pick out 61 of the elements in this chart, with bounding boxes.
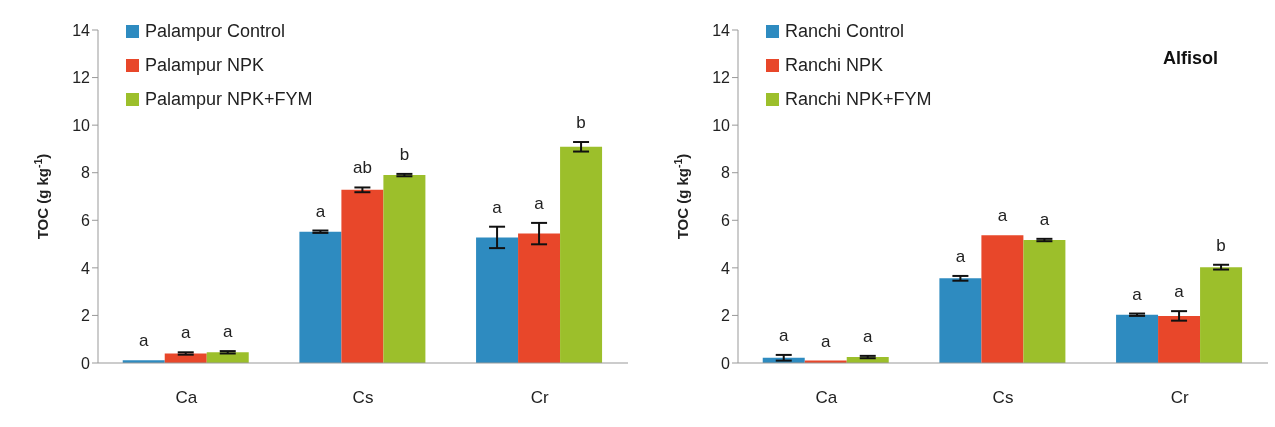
data-label: b (576, 113, 586, 133)
data-label: a (534, 193, 545, 213)
y-tick-label: 10 (72, 116, 91, 134)
data-label: a (863, 326, 873, 346)
bar (560, 146, 603, 363)
y-tick-label: 2 (81, 307, 91, 325)
data-label: a (821, 331, 831, 351)
bar (383, 175, 426, 363)
y-tick-label: 6 (81, 211, 91, 229)
bar (341, 189, 384, 363)
bar (518, 233, 561, 363)
x-tick-label: Cr (1170, 388, 1189, 408)
y-tick-label: 4 (81, 259, 91, 277)
data-label: a (779, 325, 789, 345)
bar (1158, 315, 1201, 363)
y-tick-label: 6 (721, 211, 731, 229)
data-label: a (1174, 282, 1185, 302)
bar (1116, 314, 1159, 363)
y-tick-label: 14 (712, 21, 731, 39)
text: Alfisol (1162, 48, 1218, 69)
x-tick-label: Ca (815, 388, 838, 408)
bar (1200, 267, 1243, 363)
y-tick-label: 8 (81, 164, 91, 182)
bar (1023, 240, 1066, 363)
data-label: a (181, 323, 191, 343)
data-label: b (399, 144, 410, 164)
x-tick-label: Cs (352, 388, 374, 408)
x-tick-label: Ca (175, 388, 198, 408)
legend-label: Ranchi NPK+FYM (785, 88, 932, 111)
data-label: a (955, 246, 966, 266)
y-tick-label: 12 (712, 69, 731, 87)
data-label: a (139, 331, 149, 351)
bar (164, 353, 207, 363)
legend-label: Palampur Control (145, 20, 286, 43)
y-tick-label: 8 (721, 164, 731, 182)
y-tick-label: 14 (72, 21, 91, 39)
y-tick-label: 12 (72, 69, 91, 87)
data-label: b (1216, 235, 1226, 255)
data-label: a (315, 201, 326, 221)
y-tick-label: 4 (721, 259, 731, 277)
bar (206, 352, 249, 363)
x-tick-label: Cr (530, 388, 549, 408)
bar (981, 235, 1024, 363)
data-label: a (1039, 209, 1050, 229)
data-label: ab (352, 158, 372, 178)
data-label: a (492, 197, 503, 217)
data-label: a (997, 206, 1008, 226)
y-tick-label: 0 (81, 354, 91, 372)
x-tick-label: Cs (992, 388, 1014, 408)
data-label: a (1132, 284, 1143, 304)
legend-label: Ranchi Control (785, 20, 905, 43)
y-tick-label: 2 (721, 307, 731, 325)
legend-label: Palampur NPK+FYM (145, 88, 313, 111)
data-label: a (223, 322, 233, 342)
bar (476, 237, 519, 363)
bar (299, 231, 342, 363)
legend-label: Palampur NPK (145, 54, 265, 77)
legend-label: Ranchi NPK (785, 54, 884, 77)
bar (939, 278, 982, 363)
y-tick-label: 0 (721, 354, 731, 372)
y-tick-label: 10 (712, 116, 731, 134)
